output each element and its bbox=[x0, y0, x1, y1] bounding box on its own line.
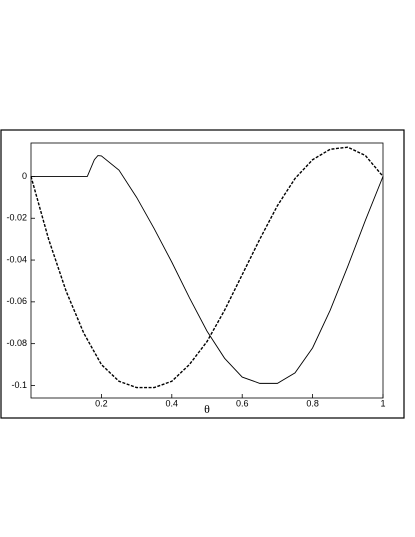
series-line bbox=[30, 146, 384, 389]
y-tick-label: -0.02 bbox=[6, 213, 27, 223]
frame bbox=[0, 129, 405, 419]
y-tick-label: -0.04 bbox=[6, 254, 27, 264]
x-axis-label: θ bbox=[204, 402, 210, 416]
x-tick-label: 0.8 bbox=[306, 398, 319, 408]
y-tick-label: 0 bbox=[22, 171, 27, 181]
x-tick-label: 0.4 bbox=[166, 398, 179, 408]
y-tick-label: -0.06 bbox=[6, 296, 27, 306]
x-tick-label: 0.2 bbox=[95, 398, 108, 408]
series-line bbox=[31, 155, 384, 384]
y-tick-label: -0.1 bbox=[11, 380, 27, 390]
plot-area bbox=[30, 142, 384, 399]
x-tick-label: 1 bbox=[380, 398, 385, 408]
x-tick-label: 0.6 bbox=[236, 398, 249, 408]
y-tick-label: -0.08 bbox=[6, 338, 27, 348]
